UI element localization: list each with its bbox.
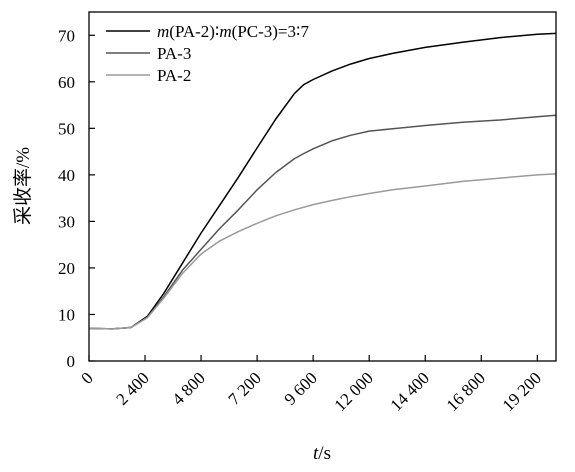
x-tick-label: 14 400	[387, 368, 433, 414]
y-axis-ticks: 0 10 20 30 40 50 60 70	[58, 26, 95, 371]
legend-label: PA-2	[157, 66, 191, 85]
y-tick-label: 10	[58, 305, 75, 324]
x-tick-label: 12 000	[331, 368, 377, 414]
y-tick-label: 60	[58, 73, 75, 92]
x-tick-label: 9 600	[281, 368, 321, 408]
x-axis-title: t/s	[313, 443, 331, 464]
x-tick-label: 2 400	[112, 368, 152, 408]
legend: m(PA-2)∶m(PC-3)=3∶7 PA-3 PA-2	[106, 22, 309, 85]
y-axis-title: 采收率/%	[12, 147, 34, 225]
x-tick-label: 0	[77, 368, 96, 387]
x-tick-label: 4 800	[168, 368, 208, 408]
x-tick-label: 19 200	[499, 368, 545, 414]
series-line-2	[88, 114, 557, 330]
x-tick-label: 7 200	[224, 368, 264, 408]
series-line-3	[88, 173, 557, 330]
y-tick-label: 0	[67, 352, 76, 371]
legend-label: PA-3	[157, 44, 191, 63]
y-tick-label: 70	[58, 26, 75, 45]
y-axis-title-text: 采收率/%	[12, 147, 34, 225]
y-tick-label: 50	[58, 119, 75, 138]
plot-lines	[88, 32, 557, 330]
y-tick-label: 30	[58, 212, 75, 231]
y-tick-label: 20	[58, 259, 75, 278]
x-tick-label: 16 800	[443, 368, 489, 414]
y-tick-label: 40	[58, 166, 75, 185]
series-line-1	[88, 32, 557, 330]
legend-label: m(PA-2)∶m(PC-3)=3∶7	[157, 22, 309, 41]
x-axis-ticks: 0 2 400 4 800 7 200 9 600 12 000 14 400 16 800 1…	[77, 355, 545, 415]
plot-frame	[88, 11, 557, 362]
